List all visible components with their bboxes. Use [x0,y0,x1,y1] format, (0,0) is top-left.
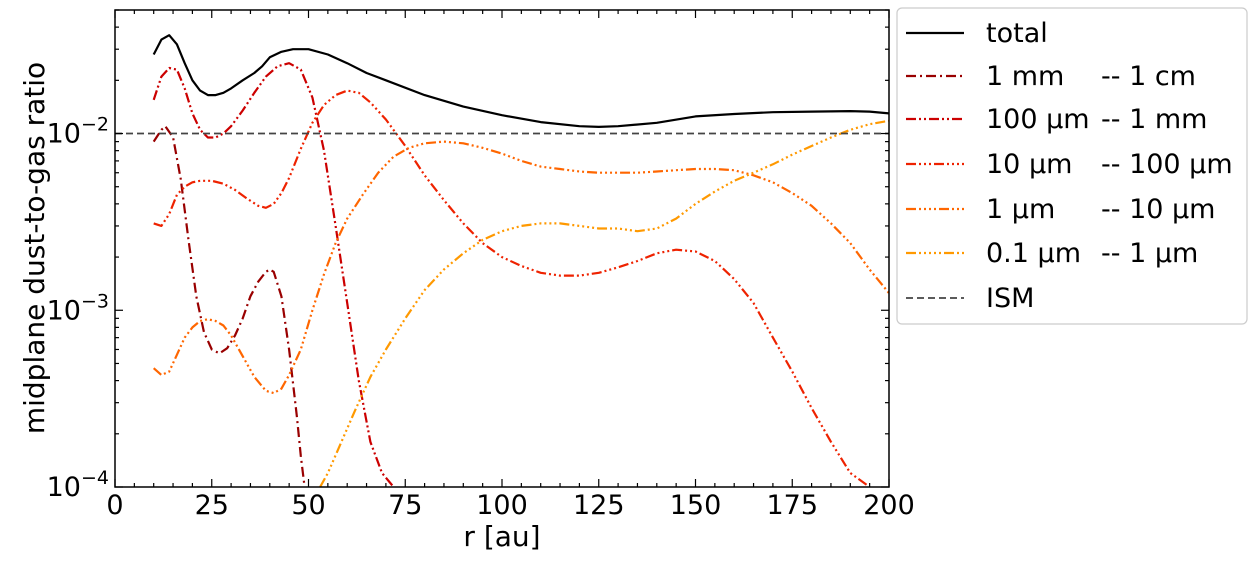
legend-label-4: 1 μm [986,194,1055,225]
x-axis-label: r [au] [463,520,540,553]
legend-label-0: total [986,18,1048,49]
x-tick-label: 175 [766,490,818,521]
legend-range-2: -- 1 mm [1101,104,1207,135]
x-tick-label: 75 [388,490,422,521]
legend-range-5: -- 1 μm [1101,238,1198,269]
x-tick-label: 25 [195,490,229,521]
series-line-3 [153,89,871,487]
legend: total 1 mm -- 1 cm 100 μm -- 1 mm 10 μm -- 100… [896,7,1248,325]
series-line-2 [152,62,395,487]
x-tick-label: 0 [106,490,123,521]
legend-range-3: -- 100 μm [1101,149,1233,180]
legend-range-4: -- 10 μm [1101,194,1216,225]
legend-label-5: 0.1 μm [986,238,1081,269]
legend-label-3: 10 μm [986,149,1072,180]
x-tick-label: 100 [476,490,528,521]
x-tick-label: 125 [573,490,625,521]
legend-label-2: 100 μm [986,104,1090,135]
legend-frame [896,7,1248,325]
x-tick-label: 50 [291,490,325,521]
legend-range-1: -- 1 cm [1101,61,1196,92]
x-tick-label: 150 [670,490,722,521]
legend-label-1: 1 mm [986,61,1064,92]
series-layer [115,34,889,487]
series-line-5 [319,119,889,487]
x-tick-label: 200 [863,490,915,521]
legend-label-6: ISM [986,283,1034,314]
y-tick-label: 10−2 [47,114,109,150]
y-tick-label: 10−3 [47,290,109,326]
series-line-1 [152,125,306,487]
axis-ticks: 0 25 50 75 100 125 150 175 200 10−2 10−3 10−4 [47,9,915,521]
series-line-0 [152,34,889,128]
series-line-4 [152,140,889,395]
y-tick-label: 10−4 [47,467,109,503]
y-axis-label: midplane dust-to-gas ratio [18,62,51,434]
plot-area [114,9,890,488]
